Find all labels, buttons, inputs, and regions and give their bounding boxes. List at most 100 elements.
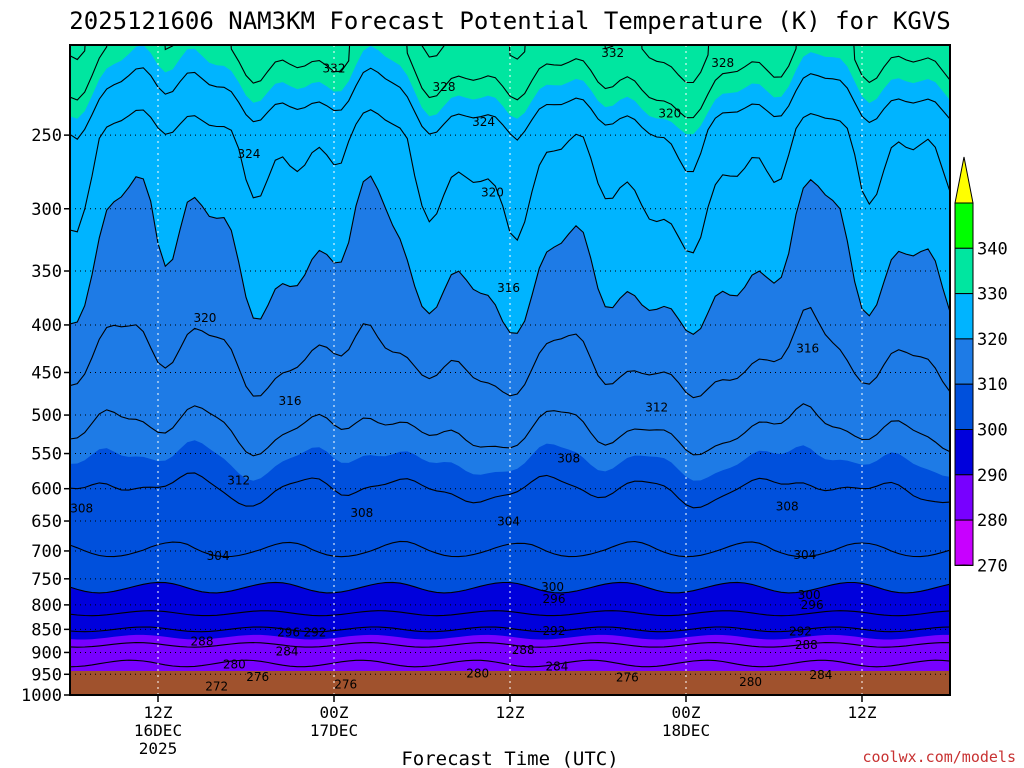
contour-label: 300 (798, 588, 821, 602)
contour-label: 316 (796, 341, 819, 355)
x-tick-label: 12Z (848, 703, 877, 722)
contour-label: 292 (789, 625, 812, 639)
isentrope-line (70, 306, 950, 399)
contour-label: 320 (481, 185, 504, 199)
x-tick-label: 00Z (320, 703, 349, 722)
contour-label: 276 (616, 671, 639, 685)
y-tick-label: 1000 (21, 686, 62, 706)
isentrope-line (70, 45, 950, 119)
contour-label: 292 (543, 624, 566, 638)
colorbar-arrow-top (954, 156, 974, 204)
contour-label: 296 (277, 626, 300, 640)
contour-label: 316 (279, 394, 302, 408)
contour-label: 288 (795, 638, 818, 652)
contour-label: 288 (512, 643, 535, 657)
colorbar-swatch (954, 202, 974, 249)
y-tick-label: 950 (31, 665, 62, 685)
colorbar-swatch (954, 383, 974, 431)
colorbar-label: 340 (977, 239, 1008, 259)
colorbar-label: 300 (977, 421, 1008, 441)
contour-label: 304 (207, 549, 230, 563)
colorbar-label: 320 (977, 330, 1008, 350)
temperature-band (70, 0, 950, 5)
contour-label: 276 (334, 677, 357, 691)
colorbar-label: 310 (977, 375, 1008, 395)
colorbar-swatch (954, 474, 974, 521)
colorbar-swatch (954, 247, 974, 295)
contour-label: 280 (223, 657, 246, 671)
contour-label: 320 (658, 107, 681, 121)
isentrope-line (70, 45, 710, 84)
chart-title: 2025121606 NAM3KM Forecast Potential Tem… (69, 7, 950, 35)
grid-lines (70, 45, 950, 695)
x-tick-label: 00Z (672, 703, 701, 722)
isentrope-line (70, 472, 950, 509)
temperature-band (70, 45, 950, 135)
contour-label: 328 (433, 80, 456, 94)
y-axis: 250 300 350 400 450 500 550 600 650 700 750 800 850 9… (21, 126, 70, 706)
contour-label: 284 (276, 645, 299, 659)
colorbar-swatch (954, 293, 974, 340)
isentrope-line (70, 67, 950, 173)
contour-label: 308 (350, 506, 373, 520)
contour-label: 312 (227, 474, 250, 488)
y-tick-label: 900 (31, 643, 62, 663)
y-tick-label: 350 (31, 262, 62, 282)
contour-label: 332 (323, 62, 346, 76)
credit-link[interactable]: coolwx.com/models (862, 748, 1016, 766)
x-tick-label: 2025 (139, 739, 178, 758)
contour-label: 284 (809, 668, 832, 682)
y-tick-label: 750 (31, 570, 62, 590)
colorbar-swatch (954, 519, 974, 566)
contour-label: 308 (776, 499, 799, 513)
contour-label: 284 (545, 660, 568, 674)
y-tick-label: 650 (31, 512, 62, 532)
colorbar-swatch (954, 338, 974, 385)
isentrope-line (70, 581, 950, 594)
colorbar-swatch (954, 429, 974, 476)
contour-label: 308 (70, 501, 93, 515)
y-tick-label: 300 (31, 200, 62, 220)
contour-label: 276 (246, 670, 269, 684)
x-tick-label: 12Z (144, 703, 173, 722)
temperature-band (70, 0, 950, 5)
contour-label: 320 (193, 311, 216, 325)
contour-label: 316 (497, 281, 520, 295)
contour-labels: 332 332 328 328 324 324 320 320 320 316 316 316 312 3… (70, 46, 832, 693)
contour-label: 300 (541, 580, 564, 594)
contour-label: 304 (793, 548, 816, 562)
colorbar: 270 280 290 300 310 320 330 340 (954, 156, 1008, 576)
contour-label: 304 (497, 515, 520, 529)
y-tick-label: 800 (31, 596, 62, 616)
colorbar-label: 280 (977, 511, 1008, 531)
y-tick-label: 250 (31, 126, 62, 146)
x-tick-label: 17DEC (310, 721, 358, 740)
temperature-bands (70, 0, 950, 695)
colorbar-label: 270 (977, 556, 1008, 576)
isentrope-line (70, 610, 950, 617)
contour-label: 288 (191, 635, 214, 649)
isentrope-line (70, 642, 950, 648)
contour-label: 280 (739, 675, 762, 689)
x-tick-label: 16DEC (134, 721, 182, 740)
y-tick-label: 600 (31, 480, 62, 500)
x-axis-title: Forecast Time (UTC) (401, 748, 618, 768)
contour-label: 324 (237, 147, 260, 161)
y-tick-label: 400 (31, 316, 62, 336)
colorbar-label: 330 (977, 285, 1008, 305)
contour-label: 292 (303, 626, 326, 640)
contour-label: 308 (557, 452, 580, 466)
contour-label: 272 (205, 679, 228, 693)
plot-area: 332 332 328 328 324 324 320 320 320 316 316 316 312 3… (70, 0, 950, 695)
contour-label: 296 (801, 598, 824, 612)
x-tick-label: 12Z (496, 703, 525, 722)
y-tick-label: 550 (31, 445, 62, 465)
contour-label: 332 (601, 46, 624, 60)
contour-label: 312 (645, 401, 668, 415)
colorbar-label: 290 (977, 466, 1008, 486)
contour-label: 328 (711, 56, 734, 70)
y-tick-label: 450 (31, 364, 62, 384)
contour-label: 324 (472, 115, 495, 129)
